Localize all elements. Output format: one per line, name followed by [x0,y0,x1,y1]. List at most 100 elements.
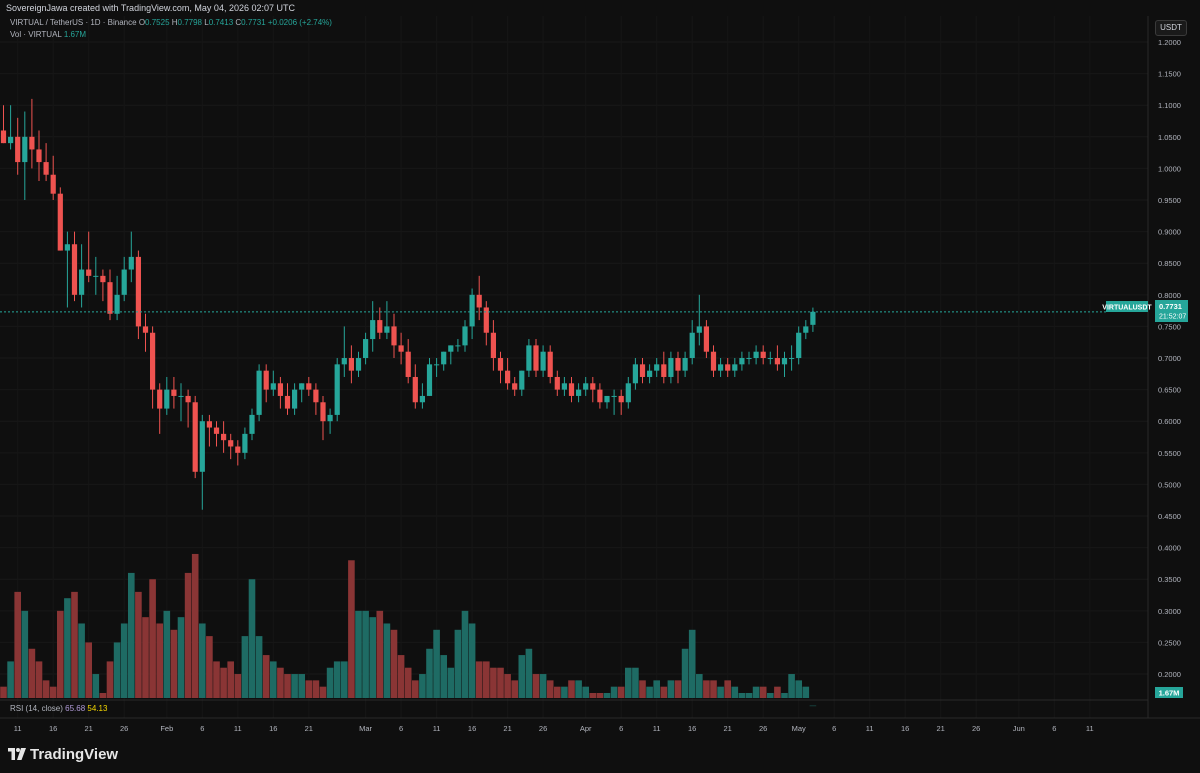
volume-bar [99,693,107,698]
candle-body [199,421,205,472]
candle-body [654,364,660,371]
volume-bar [42,680,50,698]
price-tick-label: 0.5500 [1158,449,1181,458]
time-tick-label: Apr [580,724,592,733]
price-tick-label: 0.3500 [1158,575,1181,584]
volume-bar [262,655,270,698]
candle-body [647,370,653,377]
candle-body [455,345,461,347]
candle-body [710,351,717,371]
candle-body [718,364,724,371]
volume-bar [298,674,305,698]
time-tick-label: 6 [1052,724,1056,733]
volume-bar [490,667,497,698]
volume-tag-bg [1155,687,1183,698]
volume-bar [752,686,760,698]
time-tick-label: 26 [972,724,980,733]
volume-bar [419,674,426,698]
volume-legend[interactable]: Vol · VIRTUAL 1.67M [10,30,86,39]
candle-body [483,307,489,333]
volume-bar [206,636,213,698]
candle-body [505,370,511,384]
candle-body [50,174,56,194]
time-tick-label: 11 [234,724,242,733]
volume-bar [759,686,767,698]
volume-bar [802,686,810,698]
candle-body [810,311,816,325]
volume-bar [312,680,320,698]
price-tick-label: 0.4500 [1158,512,1181,521]
time-tick-label: 16 [901,724,909,733]
volume-bar [255,636,263,698]
rsi-legend[interactable]: RSI (14, close) 65.68 54.13 [10,704,107,713]
time-tick-label: 21 [724,724,732,733]
volume-bar [795,680,802,698]
volume-bar [333,661,341,698]
ohlc-legend[interactable]: VIRTUAL / TetherUS · 1D · Binance O0.752… [10,18,332,27]
candle-body [540,351,546,371]
volume-bar [390,629,398,698]
candle-body [150,332,156,390]
change-value: +0.0206 (+2.74%) [267,18,332,27]
candle-body [384,326,390,333]
candle-body [320,402,326,422]
price-tick-label: 1.0000 [1158,164,1181,173]
candle-body [426,364,433,396]
volume-bar [653,680,660,698]
time-tick-label: 26 [759,724,767,733]
candle-body [8,136,14,144]
candle-body [363,339,369,359]
candle-body [675,358,681,371]
currency-button[interactable]: USDT [1155,20,1187,36]
candle-body [434,364,440,366]
candle-body [689,332,695,359]
candle-body [661,364,667,377]
volume-bar [291,674,298,698]
volume-bar [596,693,604,698]
volume-bar [475,661,483,698]
tradingview-logo[interactable]: TradingView [8,746,118,763]
volume-bar [667,680,675,698]
volume-bar [561,686,568,698]
time-tick-label: 26 [539,724,547,733]
candle-body [725,364,731,371]
volume-bar [71,591,78,698]
time-axis[interactable]: 11 16 21 26 Feb 6 11 16 21 Mar 6 11 16 21 26 Apr 6 11 16 21… [14,724,1094,733]
candle-body [590,383,596,390]
credit-text: SovereignJawa created with TradingView.c… [6,3,295,13]
candle-body [554,376,560,390]
price-tick-label: 0.4000 [1158,544,1181,553]
time-tick-label: Feb [160,724,173,733]
symbol-label[interactable]: VIRTUAL / TetherUS · 1D · Binance [10,18,137,27]
volume-bars [0,553,817,707]
candle-body [753,351,759,359]
candle-body [71,244,78,295]
candle-body [0,130,7,144]
candle-body [604,395,610,403]
candle-body [348,358,354,371]
volume-bar [546,680,554,698]
volume-bar [57,610,64,698]
time-tick-label: 11 [14,724,22,733]
volume-bar [106,661,114,698]
volume-bar [582,686,589,698]
candle-body [178,395,184,397]
volume-bar [404,667,412,698]
volume-value: 1.67M [63,30,87,39]
candle-body [213,427,220,434]
price-axis[interactable]: 1.2000 1.1500 1.1000 1.0500 1.0000 0.9500 0.90… [1158,38,1181,679]
volume-bar [504,674,511,698]
volume-bar [532,674,540,698]
volume-bar [383,623,391,698]
volume-label: Vol · VIRTUAL [10,30,62,39]
candle-body [398,345,404,352]
volume-bar [35,661,43,698]
time-tick-label: 16 [468,724,476,733]
candle-body [448,345,454,352]
time-tick-label: 16 [269,724,277,733]
volume-bar [639,680,646,698]
candle-body [185,395,191,403]
candle-body [15,136,21,163]
volume-bar [369,617,376,698]
price-chart[interactable]: 1.2000 1.1500 1.1000 1.0500 1.0000 0.9500 0.90… [0,0,1200,736]
